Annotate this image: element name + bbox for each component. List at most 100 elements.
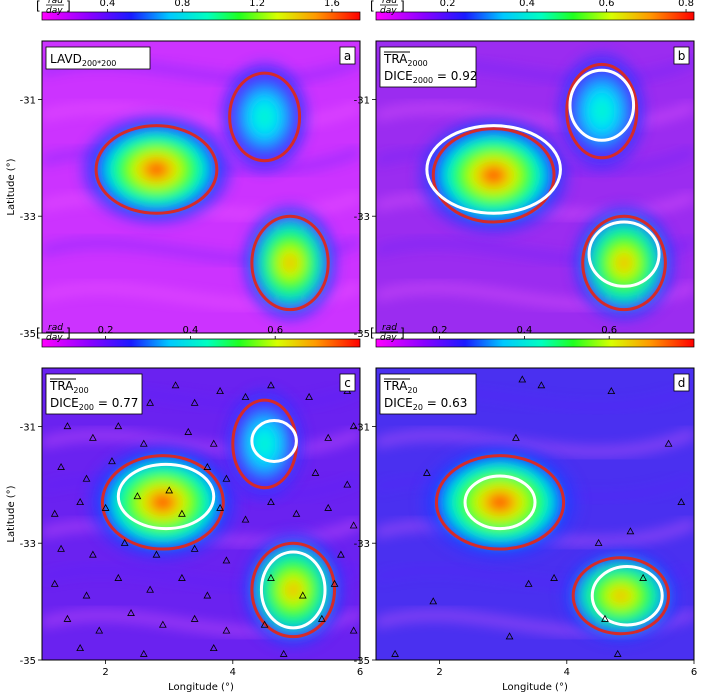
sample-marker	[391, 649, 399, 657]
sample-marker	[203, 462, 212, 470]
sample-marker	[139, 649, 148, 657]
label-line-2: DICE20 = 0.63	[384, 396, 467, 412]
sample-marker	[63, 614, 72, 622]
eddy-core	[251, 542, 336, 638]
sample-marker	[190, 544, 199, 552]
colorbar-tick-label: 0.2	[98, 325, 114, 336]
sample-marker	[209, 643, 218, 652]
sample-marker	[337, 550, 345, 558]
y-tick-label: -31	[20, 422, 36, 433]
eddy-core	[432, 127, 556, 223]
x-tick-label: 4	[230, 667, 236, 678]
y-tick-label: -33	[354, 212, 370, 223]
white-contour	[116, 462, 216, 531]
sample-marker	[317, 614, 326, 622]
sample-marker	[241, 515, 250, 523]
panel-letter: d	[678, 376, 686, 390]
sample-marker	[537, 381, 546, 389]
white-contour	[463, 474, 537, 531]
sample-marker	[594, 538, 603, 546]
colorbar-unit-denominator: day	[380, 6, 397, 16]
plot-frame	[41, 40, 361, 334]
colorbar-tick-label: 0.2	[440, 0, 456, 9]
colorbar-tick-label: 0.2	[432, 325, 448, 336]
heatmap-filament	[42, 101, 360, 130]
colorbar-tick-label: 0.4	[100, 0, 116, 9]
sample-marker	[423, 468, 431, 476]
x-axis-label: Longitude (°)	[168, 682, 234, 693]
heatmap	[42, 368, 360, 660]
colorbar-unit-close: ]	[66, 326, 71, 340]
sample-marker	[178, 573, 186, 581]
eddy-core	[251, 215, 329, 311]
colorbar	[41, 11, 361, 21]
sample-marker	[108, 457, 116, 465]
sample-marker	[89, 433, 97, 441]
sample-marker	[241, 392, 250, 400]
x-tick-label: 2	[102, 667, 108, 678]
sample-marker	[171, 381, 180, 389]
colorbar-tick-label: 0.8	[174, 0, 190, 9]
colorbar-unit-numerator: rad	[48, 323, 63, 333]
sample-marker	[512, 433, 520, 441]
y-axis-label: Latitude (°)	[6, 158, 17, 215]
white-contour	[259, 550, 327, 630]
sample-marker	[324, 503, 333, 511]
sample-marker	[222, 474, 231, 482]
eddy-core	[228, 72, 301, 162]
sample-marker	[601, 614, 609, 622]
label-line-1: TRA20	[383, 379, 418, 395]
red-contour	[431, 127, 556, 224]
sample-marker	[165, 486, 174, 494]
sample-marker	[114, 422, 123, 430]
sample-marker	[550, 573, 558, 581]
red-contour	[581, 214, 667, 312]
y-axis-label: Latitude (°)	[6, 485, 17, 542]
panel-letter-box	[673, 373, 690, 392]
label-line-1: LAVD200*200	[50, 52, 116, 68]
x-tick-label: 4	[564, 667, 570, 678]
sample-marker	[260, 620, 269, 628]
y-tick-label: -35	[20, 656, 36, 667]
sample-marker	[267, 573, 275, 581]
red-contour	[250, 214, 330, 312]
y-tick-label: -31	[354, 422, 370, 433]
white-contour	[425, 124, 562, 215]
label-line-2: DICE2000 = 0.92	[384, 69, 478, 85]
colorbar-unit-open: [	[36, 0, 41, 13]
sample-marker	[190, 398, 199, 406]
label-box	[45, 46, 151, 70]
colorbar-unit-close: ]	[66, 0, 71, 13]
sample-marker	[222, 556, 231, 564]
label-box	[379, 46, 477, 88]
colorbar-tick-label: 0.8	[678, 0, 694, 9]
sample-marker	[89, 550, 97, 558]
sample-marker	[120, 538, 129, 546]
eddy-core	[101, 454, 225, 550]
sample-marker	[349, 422, 358, 430]
plot-frame	[375, 367, 695, 661]
white-contour	[587, 220, 661, 288]
sample-marker	[82, 591, 91, 599]
colorbar-unit-close: ]	[400, 0, 405, 13]
colorbar-tick-label: 0.6	[267, 325, 283, 336]
sample-marker	[664, 439, 673, 447]
eddy-core	[435, 454, 565, 550]
sample-marker	[146, 398, 154, 406]
sample-marker	[95, 626, 104, 634]
colorbar-unit-denominator: day	[46, 6, 63, 16]
label-line-1: TRA200	[49, 379, 89, 395]
colorbar-tick-label: 0.4	[182, 325, 198, 336]
sample-marker	[133, 492, 142, 500]
sample-marker	[184, 427, 193, 435]
sample-marker	[626, 527, 635, 535]
colorbar	[375, 11, 695, 21]
sample-marker	[216, 387, 224, 395]
x-tick-label: 2	[436, 667, 442, 678]
sample-marker	[305, 392, 313, 400]
sample-marker	[607, 387, 616, 395]
